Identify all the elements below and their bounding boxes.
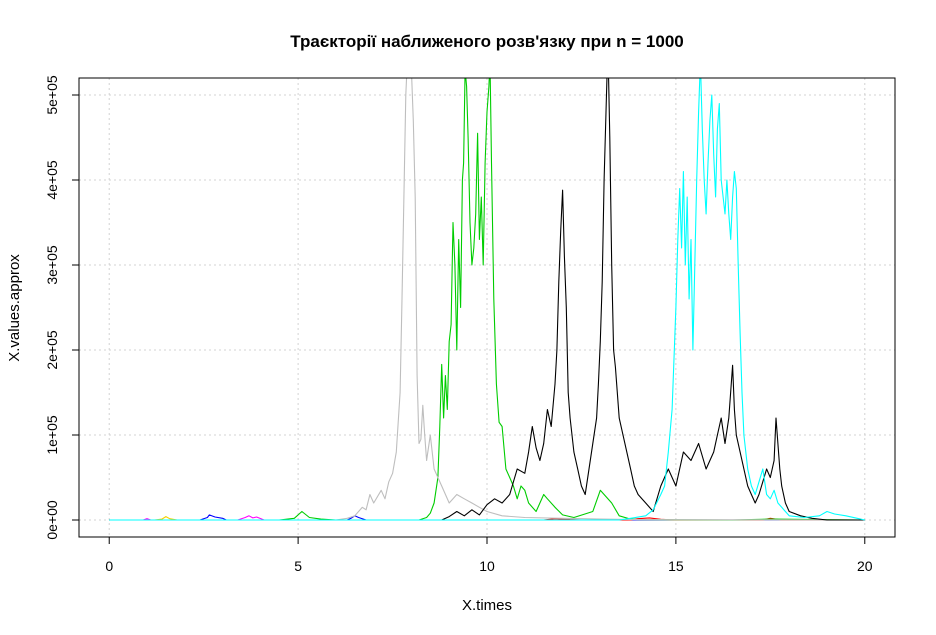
y-tick-label: 3e+05 bbox=[44, 245, 60, 285]
y-tick-label: 0e+00 bbox=[44, 500, 60, 540]
y-tick-label: 5e+05 bbox=[44, 75, 60, 115]
y-axis-label: X.values.approx bbox=[6, 254, 23, 362]
y-axis: 0e+00 1e+05 2e+05 3e+05 4e+05 5e+05 bbox=[44, 75, 80, 540]
series-line-2 bbox=[109, 515, 865, 521]
series-line-6 bbox=[109, 78, 865, 521]
x-tick-label: 10 bbox=[479, 558, 495, 574]
x-axis: 0 5 10 15 20 bbox=[105, 536, 873, 574]
y-tick-label: 1e+05 bbox=[44, 415, 60, 455]
series-line-7 bbox=[109, 78, 865, 521]
x-tick-label: 15 bbox=[668, 558, 684, 574]
x-tick-label: 0 bbox=[105, 558, 113, 574]
x-axis-label: X.times bbox=[462, 597, 512, 614]
x-tick-label: 5 bbox=[294, 558, 302, 574]
y-tick-label: 2e+05 bbox=[44, 330, 60, 370]
series-layer bbox=[109, 78, 865, 521]
x-tick-label: 20 bbox=[857, 558, 873, 574]
series-line-8 bbox=[109, 78, 865, 521]
chart-title: Траєкторії наближеного розв'язку при n =… bbox=[290, 32, 683, 51]
series-line-5 bbox=[109, 78, 865, 521]
y-tick-label: 4e+05 bbox=[44, 160, 60, 200]
